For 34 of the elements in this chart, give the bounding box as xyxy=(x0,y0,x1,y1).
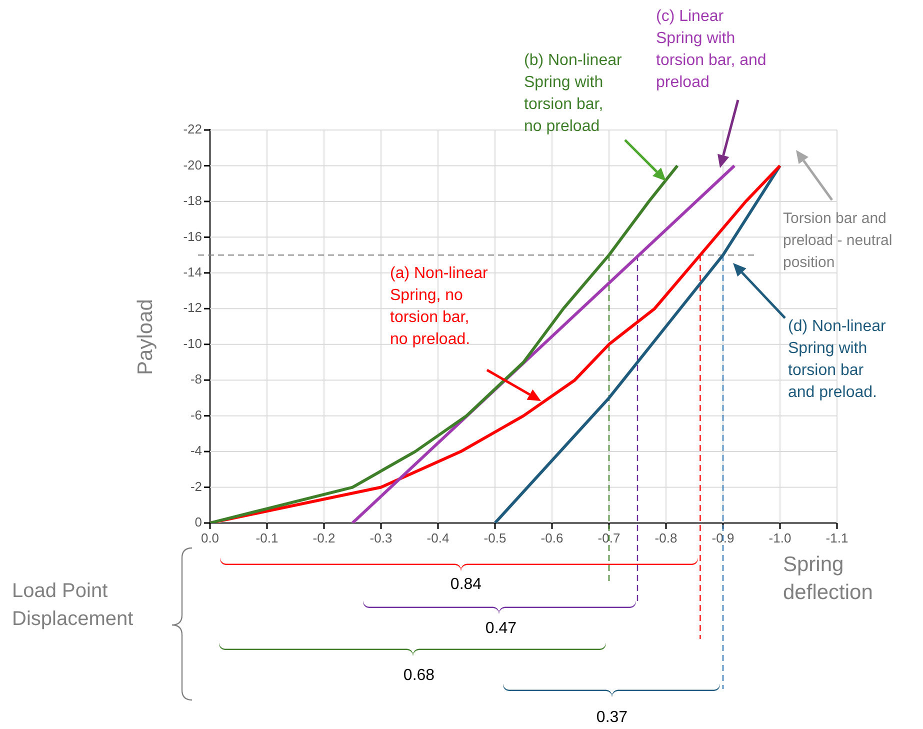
y-tick-label: -2 xyxy=(190,478,202,494)
x-tick-label: -0.4 xyxy=(426,530,450,546)
annotation: Torsion bar and preload - neutral position xyxy=(783,209,894,273)
x-tick-label: -0.3 xyxy=(370,530,392,546)
y-tick-label: -6 xyxy=(190,407,202,422)
text: (d) Non-linear Spring with torsion bar and preload. xyxy=(788,317,887,403)
y-tick-label: -22 xyxy=(183,122,202,137)
y-tick-label: -16 xyxy=(183,228,202,244)
text: 0.84 xyxy=(449,575,483,595)
x-tick-label: -0.8 xyxy=(654,530,678,546)
x-tick-label: -0.1 xyxy=(256,530,278,546)
y-tick-label: 0 xyxy=(194,514,202,530)
y-tick-label: -14 xyxy=(183,264,202,280)
text: (a) Non-linear Spring, no torsion bar, no preload. xyxy=(390,264,489,350)
x-axis-title: Spring deflection xyxy=(783,552,874,606)
x-tick-label: -1.0 xyxy=(768,530,792,546)
x-tick-label: -0.2 xyxy=(312,530,336,546)
y-tick-label: -8 xyxy=(190,372,202,387)
y-tick-label: -4 xyxy=(190,443,202,458)
x-tick-label: -1.1 xyxy=(826,530,848,546)
text: Load Point Displacement xyxy=(12,579,134,632)
text: (c) Linear Spring with torsion bar, and preload xyxy=(656,7,768,93)
text: (b) Non-linear Spring with torsion bar, no preload xyxy=(524,51,623,137)
x-tick-label: 0.0 xyxy=(200,530,220,546)
text: 0.47 xyxy=(484,619,518,639)
y-tick-label: -12 xyxy=(183,300,202,316)
y-tick-label: -20 xyxy=(183,157,202,172)
x-tick-label: -0.6 xyxy=(540,530,564,546)
y-axis-title: Payload xyxy=(134,298,157,377)
text: 0.68 xyxy=(402,666,436,686)
y-tick-label: -10 xyxy=(183,336,202,351)
text: 0.37 xyxy=(595,708,629,728)
y-tick-label: -18 xyxy=(183,193,202,208)
x-tick-label: -0.5 xyxy=(484,530,506,546)
